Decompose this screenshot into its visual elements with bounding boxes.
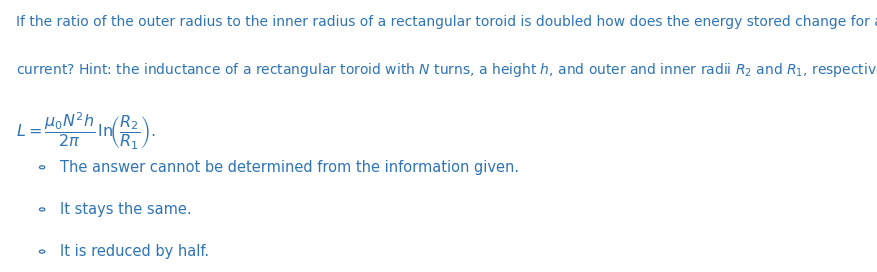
Text: current? Hint: the inductance of a rectangular toroid with $\mathit{N}$ turns, a: current? Hint: the inductance of a recta… — [16, 61, 877, 79]
Text: It stays the same.: It stays the same. — [60, 202, 191, 217]
Text: The answer cannot be determined from the information given.: The answer cannot be determined from the… — [60, 160, 519, 175]
Text: It is reduced by half.: It is reduced by half. — [60, 244, 209, 259]
Text: If the ratio of the outer radius to the inner radius of a rectangular toroid is : If the ratio of the outer radius to the … — [16, 15, 877, 29]
Text: $L = \dfrac{\mu_0 N^2 h}{2\pi}\,\mathrm{ln}\!\left(\dfrac{R_2}{R_1}\right).$: $L = \dfrac{\mu_0 N^2 h}{2\pi}\,\mathrm{… — [16, 110, 155, 152]
